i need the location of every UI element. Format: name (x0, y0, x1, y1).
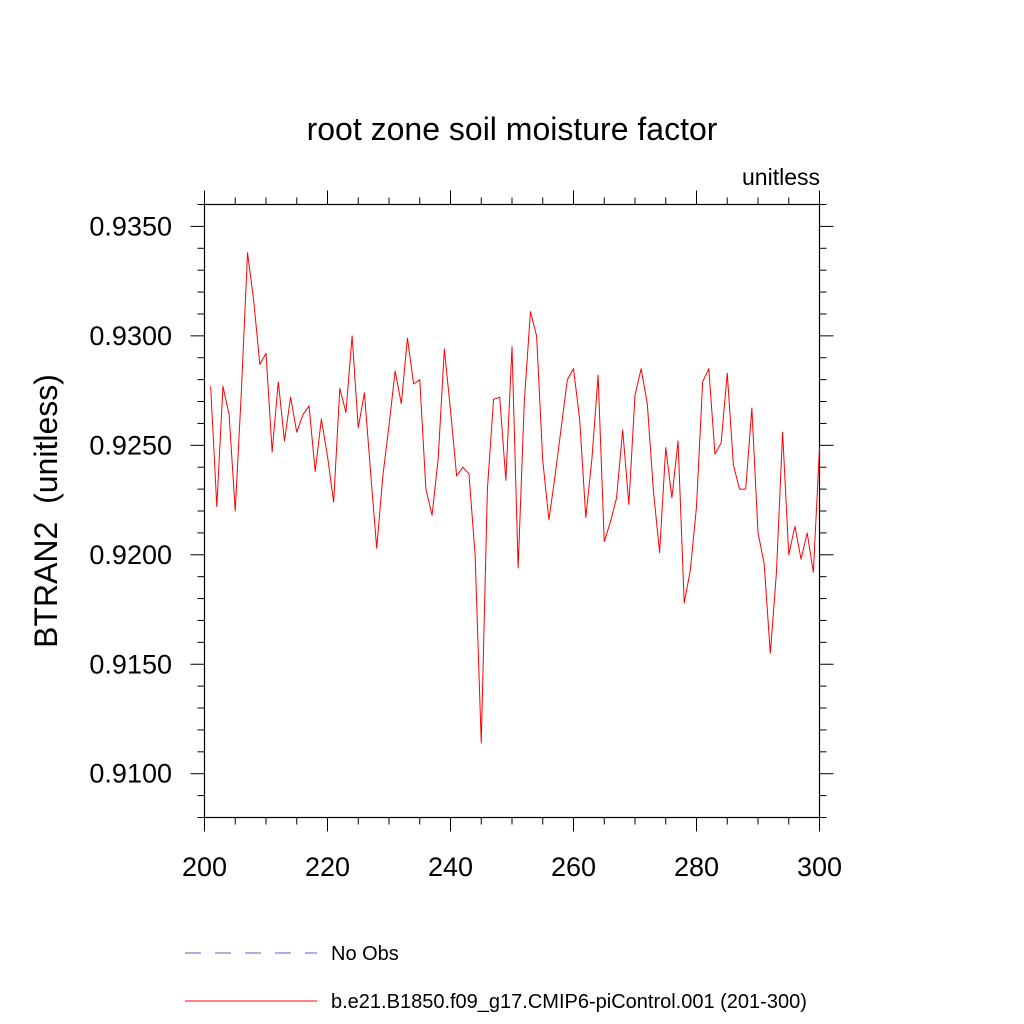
x-tick-label: 280 (674, 852, 719, 882)
x-tick-label: 240 (428, 852, 473, 882)
y-tick-label: 0.9200 (89, 540, 172, 570)
y-tick-label: 0.9150 (89, 649, 172, 679)
legend-label-no-obs: No Obs (331, 943, 399, 965)
y-tick-label: 0.9100 (89, 759, 172, 789)
x-tick-label: 220 (305, 852, 350, 882)
x-tick-label: 300 (797, 852, 842, 882)
y-tick-label: 0.9350 (89, 211, 172, 241)
legend-label-picontrol: b.e21.B1850.f09_g17.CMIP6-piControl.001 … (331, 991, 807, 1013)
x-tick-label: 200 (182, 852, 227, 882)
x-tick-label: 260 (551, 852, 596, 882)
series-layer (210, 252, 820, 744)
y-axis-label: BTRAN2 (unitless) (28, 374, 64, 648)
y-tick-label: 0.9300 (89, 321, 172, 351)
plot-area-border (203, 203, 821, 819)
chart-title: root zone soil moisture factor (307, 111, 718, 147)
plot-frame (203, 203, 821, 819)
x-tick-labels: 200 220 240 260 280 300 (182, 852, 842, 882)
legend: No Obs b.e21.B1850.f09_g17.CMIP6-piContr… (185, 943, 807, 1013)
y-tick-labels: 0.9100 0.9150 0.9200 0.9250 0.9300 0.9350 (89, 211, 172, 788)
y-tick-label: 0.9250 (89, 430, 172, 460)
units-label: unitless (742, 164, 820, 190)
series-line-0 (210, 252, 820, 744)
axes-ticks (190, 190, 834, 832)
